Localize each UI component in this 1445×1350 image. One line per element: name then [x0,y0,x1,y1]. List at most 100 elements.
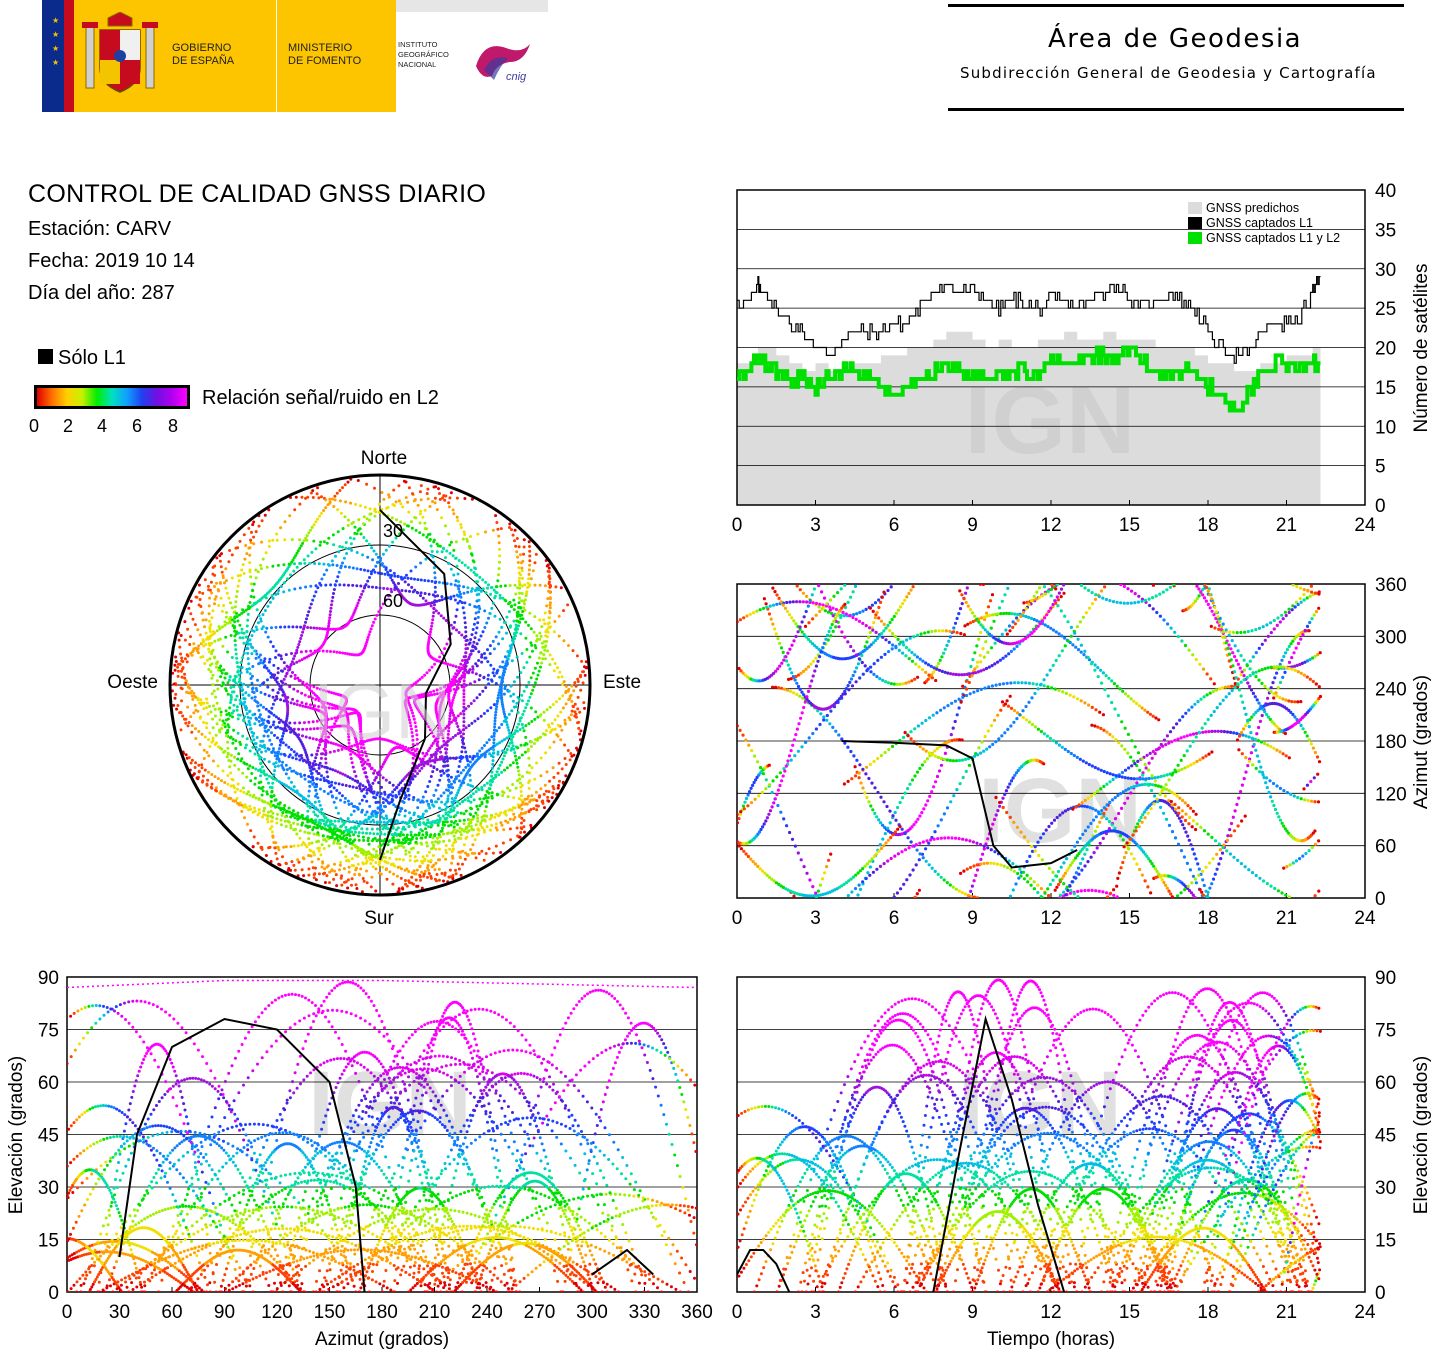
skyplot-track-point [228,620,232,624]
skyplot-track-point [425,535,429,539]
skyplot-track-point [361,831,365,835]
skyplot-track-point [282,581,286,585]
skyplot-track-point [484,796,488,800]
skyplot-track-point [460,561,464,565]
skyplot-track-point [214,788,218,792]
skyplot-track-point [430,693,434,697]
skyplot-track-point [394,500,398,504]
skyplot-track-point [489,706,493,710]
skyplot-track-point [476,819,480,823]
skyplot-track-point [534,790,538,794]
skyplot-track-point [367,842,371,846]
skyplot-track-point [462,689,466,692]
skyplot-track-point [393,586,397,590]
skyplot-track-point [452,809,456,812]
skyplot-track-point [254,796,258,800]
skyplot-track-point [329,790,333,794]
skyplot-track-point [344,825,348,829]
skyplot-track-point [346,886,350,890]
skyplot-track-point [250,772,254,775]
skyplot-track-point [408,881,411,884]
skyplot-track-point [578,710,582,714]
skyplot-track-point [303,693,307,697]
skyplot-track-point [341,831,345,834]
skyplot-track-point [533,644,537,647]
skyplot-track-point [384,868,388,872]
skyplot-track-point [469,825,473,828]
skyplot-track-point [338,583,342,587]
skyplot-track-point [319,853,323,857]
skyplot-track-point [231,741,235,745]
skyplot-track-point [364,785,368,789]
skyplot-track-point [557,761,561,765]
skyplot-track-point [237,613,241,617]
skyplot-track-point [497,534,501,538]
skyplot-track-point [467,724,471,728]
skyplot-track-point [251,646,255,650]
skyplot-track-point [350,877,354,881]
skyplot-track-point [316,486,320,490]
skyplot-track-point [210,773,214,776]
skyplot-track-point [243,697,247,701]
skyplot-track-point [505,631,508,635]
skyplot-track-point [314,520,318,524]
skyplot-track-point [314,584,318,588]
skyplot-track-point [203,625,206,629]
skyplot-track-point [527,680,531,684]
skyplot-track-point [534,738,538,741]
skyplot-track-point [477,678,481,682]
skyplot-track-point [517,722,521,726]
skyplot-track-point [441,832,445,836]
skyplot-track-point [454,679,458,683]
day-of-year-label: Día del año: 287 [28,282,175,304]
skyplot-track-point [519,671,523,675]
skyplot-track-point [497,773,501,777]
skyplot-track-point [385,587,389,591]
skyplot-track-point [413,498,417,501]
area-title: Área de Geodesia [1048,24,1303,54]
skyplot-track-point [429,833,433,837]
skyplot-track-point [413,823,417,827]
skyplot-track-point [522,819,526,822]
skyplot-track-point [287,745,291,749]
skyplot-track-point [248,561,252,565]
skyplot-track-point [447,729,451,733]
skyplot-track-point [218,730,222,734]
skyplot-track-point [245,792,249,796]
skyplot-track-point [507,654,510,658]
skyplot-track-point [307,531,311,535]
skyplot-track-point [287,806,291,810]
skyplot-track-point [483,783,486,787]
skyplot-track-point [283,538,287,542]
skyplot-track-point [285,768,289,772]
skyplot-track-point [299,637,303,640]
skyplot-track-point [516,779,520,783]
skyplot-track-point [184,753,188,757]
skyplot-track-point [413,769,417,773]
skyplot-track-point [520,803,524,807]
skyplot-track-point [387,544,391,548]
skyplot-track-point [245,762,249,766]
skyplot-track-point [279,718,283,722]
skyplot-track-point [213,714,217,718]
skyplot-track-point [203,662,207,665]
skyplot-track-point [551,766,555,770]
skyplot-track-point [471,628,475,631]
skyplot-track-point [469,535,472,538]
skyplot-track-point [305,534,309,538]
skyplot-track-point [279,752,283,756]
skyplot-track-point [200,763,204,767]
skyplot-track-point [211,759,215,763]
skyplot-track-point [553,620,557,623]
skyplot-track-point [448,711,452,715]
skyplot-track-point [386,505,390,509]
skyplot-track-point [564,702,568,706]
skyplot-track-point [275,538,279,542]
skyplot-track-point [295,660,299,664]
skyplot-track-point [559,710,563,714]
skyplot-track-point [490,766,494,770]
skyplot-track-point [452,512,456,516]
skyplot-track-point [194,737,198,740]
skyplot-track-point [405,833,409,837]
skyplot-track-point [503,712,506,716]
